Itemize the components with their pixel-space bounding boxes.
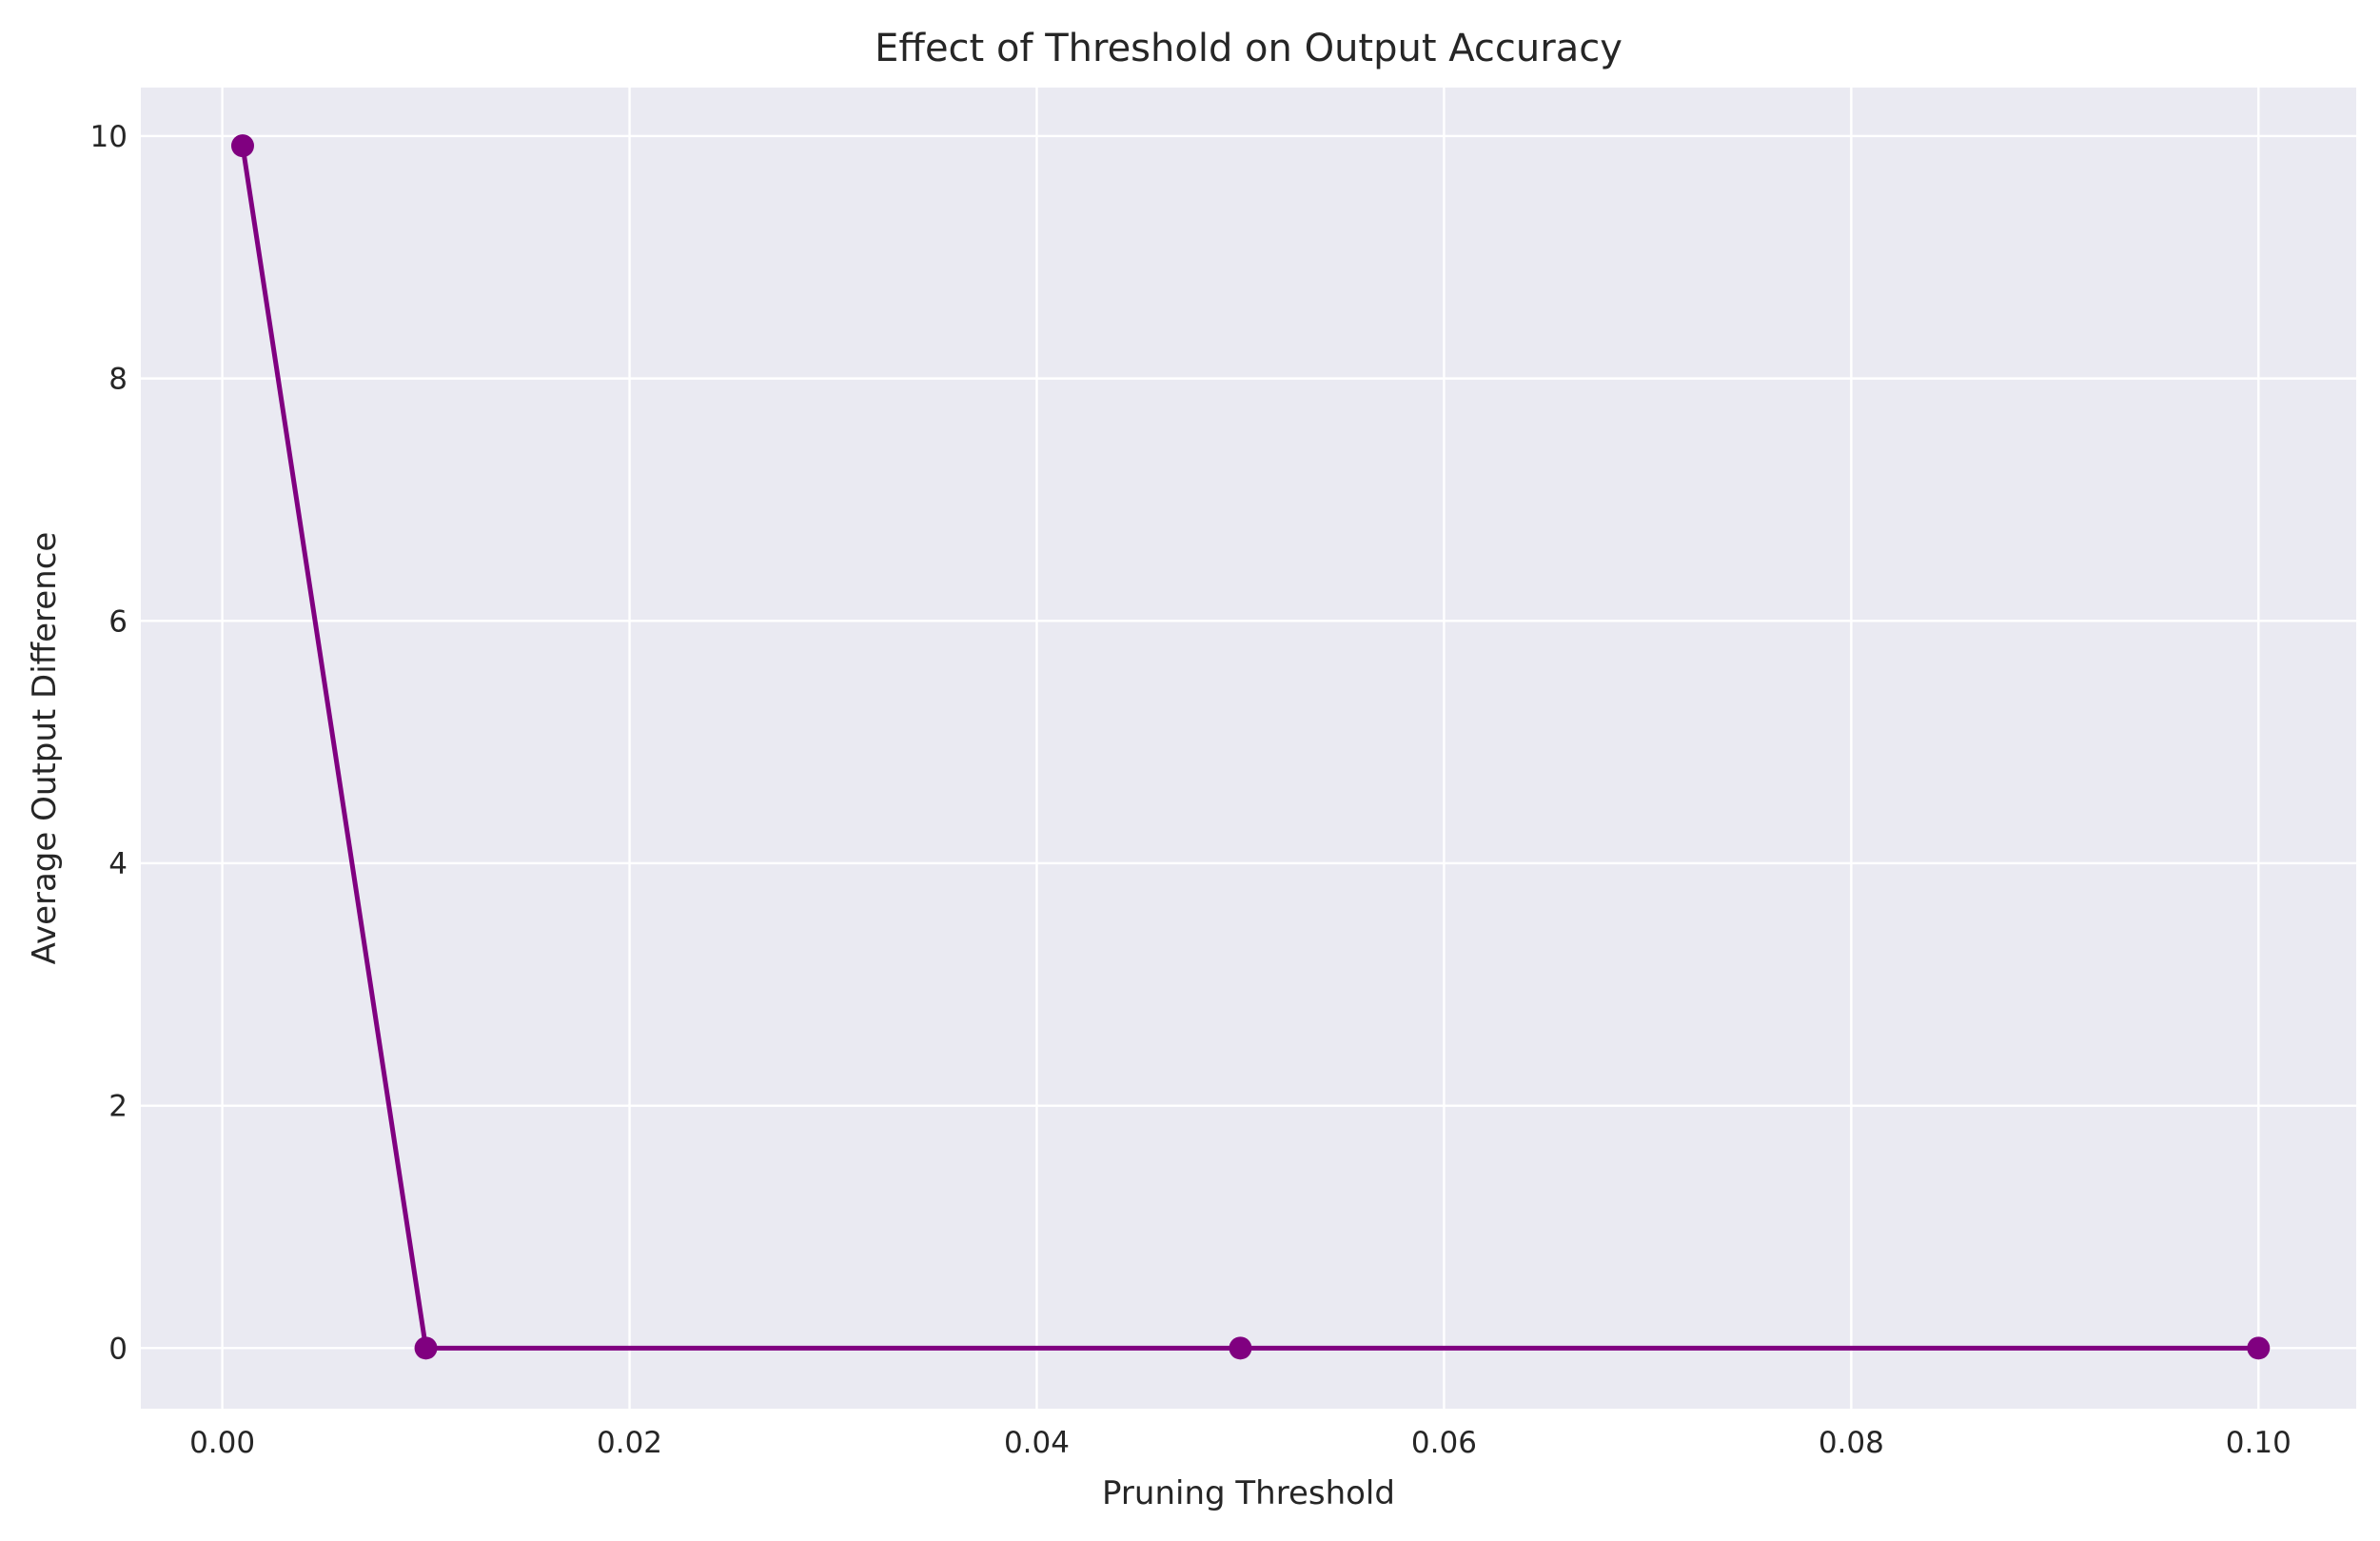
y-tick-label: 4 [108, 847, 128, 881]
y-tick-label: 10 [90, 120, 128, 154]
series-line [240, 145, 2259, 1351]
x-axis-label: Pruning Threshold [1102, 1474, 1395, 1512]
x-tick-label: 0.04 [1004, 1426, 1070, 1460]
data-point [1229, 1336, 1252, 1360]
x-axis-ticks: 0.00 0.02 0.04 0.06 0.08 0.10 [189, 1426, 2291, 1460]
plot-area [141, 88, 2356, 1409]
y-axis-ticks: 0 2 4 6 8 10 [90, 120, 128, 1366]
data-point [230, 134, 254, 158]
x-tick-label: 0.10 [2226, 1426, 2291, 1460]
data-point [2247, 1336, 2271, 1360]
x-tick-label: 0.08 [1819, 1426, 1884, 1460]
chart-title: Effect of Threshold on Output Accuracy [875, 27, 1623, 70]
x-tick-label: 0.00 [189, 1426, 255, 1460]
y-tick-label: 2 [108, 1090, 128, 1124]
x-grid [221, 88, 2260, 1409]
y-tick-label: 0 [108, 1332, 128, 1366]
series-layer [230, 134, 2271, 1360]
data-point [414, 1336, 438, 1360]
y-tick-label: 8 [108, 363, 128, 397]
x-tick-label: 0.06 [1411, 1426, 1477, 1460]
y-axis-label: Average Output Difference [26, 532, 64, 965]
x-tick-label: 0.02 [597, 1426, 662, 1460]
y-tick-label: 6 [108, 604, 128, 639]
